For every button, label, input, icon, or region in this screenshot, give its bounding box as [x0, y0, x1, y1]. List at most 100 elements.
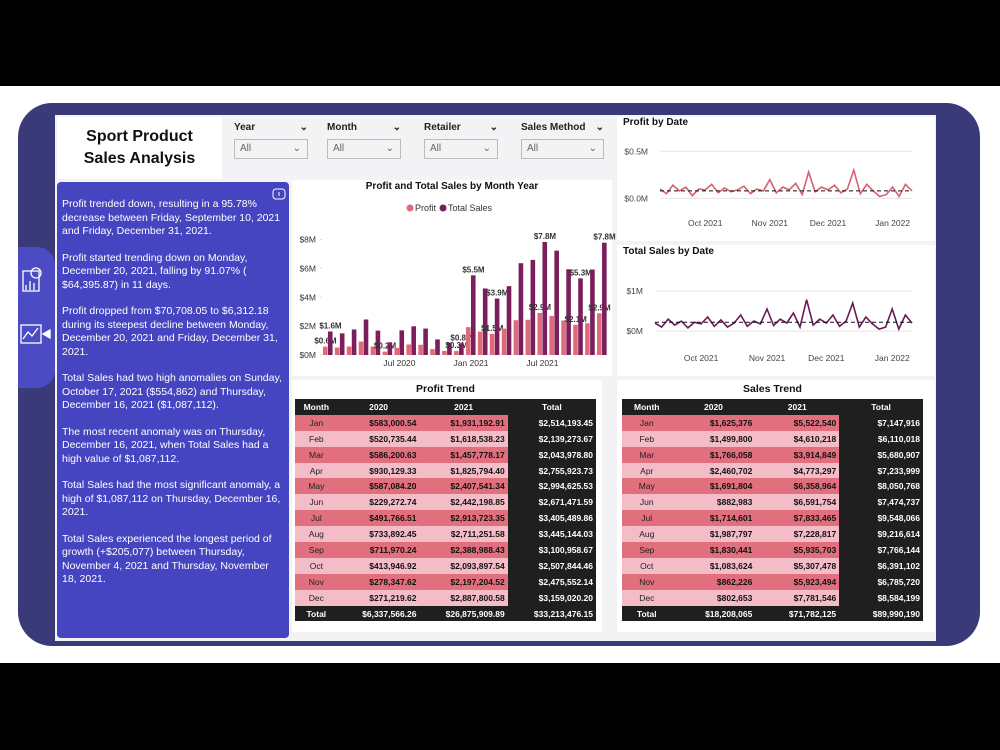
table-row: Nov $862,226 $5,923,494 $6,785,720 [622, 573, 923, 590]
bar [489, 333, 495, 355]
bar [549, 315, 554, 355]
table-cell: Mar [295, 446, 338, 463]
table-cell: $3,445,144.03 [507, 526, 596, 543]
table-cell: Dec [295, 589, 338, 606]
x-tick-label: Jul 2020 [383, 358, 415, 368]
legend-swatch [406, 204, 414, 212]
table-cell: Jul [622, 510, 672, 527]
total-row: Total $18,208,065 $71,782,125 $89,990,190 [622, 605, 923, 622]
y-tick-label: $2M [299, 321, 316, 331]
table-row: Aug $733,892.45 $2,711,251.58 $3,445,144.03 [295, 526, 596, 543]
table-cell: $4,610,218 [755, 430, 840, 447]
bar [561, 320, 566, 355]
data-label: $0.3M [445, 341, 468, 350]
table-cell: $1,766,058 [671, 446, 756, 463]
nav-icon[interactable] [22, 267, 42, 292]
bar [382, 351, 388, 355]
filter-dropdown[interactable]: All ⌄ [424, 139, 498, 159]
data-label: $1.6M [319, 321, 342, 330]
total-row: Total $6,337,566.26 $26,875,909.89 $33,213,… [295, 605, 596, 622]
bottom-bar [0, 663, 1000, 750]
x-tick-label: Jan 2021 [453, 358, 488, 368]
bar [554, 250, 559, 355]
bar [477, 331, 483, 355]
narrative-icon[interactable] [272, 188, 286, 202]
table-cell: Sep [295, 542, 338, 558]
table-cell: $2,994,625.53 [507, 478, 596, 495]
table-cell: $7,233,999 [839, 462, 923, 479]
table-cell: $7,474,737 [839, 494, 923, 511]
y-tick-label: $1M [626, 286, 643, 296]
table-row: May $1,691,804 $6,358,964 $8,050,768 [622, 478, 923, 495]
table-cell: $2,755,923.73 [507, 462, 596, 479]
y-tick-label: $0M [626, 326, 643, 336]
table-cell: $2,913,723.35 [419, 510, 508, 527]
bar [442, 350, 447, 355]
table-cell: $733,892.45 [337, 526, 420, 543]
table-cell: $3,405,489.86 [507, 510, 596, 527]
data-label: $2.9M [588, 303, 611, 312]
column-header: 2021 [419, 399, 508, 415]
y-tick-label: $0.5M [624, 146, 648, 156]
column-header: Month [622, 399, 672, 415]
total-cell: Total [295, 605, 338, 622]
x-tick-label: Oct 2021 [688, 218, 723, 228]
bar [435, 339, 440, 355]
bar [358, 341, 364, 355]
table-cell: $1,625,376 [671, 414, 756, 431]
table-cell: Apr [622, 462, 672, 479]
table-cell: $413,946.92 [337, 557, 420, 574]
table-title: Sales Trend [743, 383, 802, 395]
filter-dropdown[interactable]: All ⌄ [327, 139, 401, 159]
table-cell: $5,522,540 [755, 414, 840, 431]
nav-icon[interactable] [20, 324, 51, 344]
table-cell: $1,931,192.91 [419, 414, 508, 431]
table-row: Feb $1,499,800 $4,610,218 $6,110,018 [622, 430, 923, 447]
table-cell: $229,272.74 [337, 494, 420, 511]
table-cell: $271,219.62 [337, 589, 420, 606]
sales-line-card [617, 245, 935, 376]
x-tick-label: Nov 2021 [749, 353, 786, 363]
bar [327, 331, 333, 355]
data-label: $3.9M [486, 289, 509, 298]
table-cell: $862,226 [671, 573, 756, 590]
bar [418, 344, 423, 355]
table-row: Oct $413,946.92 $2,093,897.54 $2,507,844.46 [295, 557, 596, 574]
legend-label: Total Sales [448, 203, 493, 213]
table-cell: $2,139,273.67 [507, 430, 596, 447]
table-row: Sep $711,970.24 $2,388,988.43 $3,100,958.67 [295, 542, 596, 558]
table-cell: $882,983 [671, 494, 756, 511]
filter-dropdown[interactable]: All ⌄ [234, 139, 308, 159]
table-cell: $2,711,251.58 [419, 526, 508, 543]
table-cell: Aug [622, 526, 672, 543]
side-nav [18, 247, 55, 388]
header-row: Month 2020 2021 Total [622, 399, 923, 415]
table-cell: $711,970.24 [337, 542, 420, 558]
x-tick-label: Oct 2021 [684, 353, 719, 363]
bar [573, 324, 578, 355]
table-cell: $3,914,849 [755, 446, 840, 463]
table-cell: $8,050,768 [839, 478, 923, 495]
total-cell: $18,208,065 [671, 605, 756, 622]
filter-dropdown[interactable]: All ⌄ [521, 139, 604, 159]
table-row: Jun $882,983 $6,591,754 $7,474,737 [622, 494, 923, 511]
table-row: Feb $520,735.44 $1,618,538.23 $2,139,273.67 [295, 430, 596, 447]
table-cell: $2,475,552.14 [507, 573, 596, 590]
table-cell: Oct [295, 557, 338, 574]
bar [537, 313, 543, 355]
bar [351, 329, 357, 355]
filter-label-text: Retailer [424, 122, 461, 133]
bar [482, 288, 488, 355]
table: Month 2020 2021 Total Jan $583,000.54 $1,931,1… [295, 399, 596, 622]
column-header: 2021 [755, 399, 840, 415]
table-cell: $1,691,804 [671, 478, 756, 495]
table-cell: $6,591,754 [755, 494, 840, 511]
table-cell: Jun [622, 494, 672, 511]
total-cell: $6,337,566.26 [337, 605, 420, 622]
table-row: Dec $271,219.62 $2,887,800.58 $3,159,020.20 [295, 589, 596, 606]
column-header: Total [507, 399, 596, 415]
table-cell: $3,159,020.20 [507, 589, 596, 606]
table-cell: $1,714,601 [671, 510, 756, 527]
bar [518, 263, 524, 355]
